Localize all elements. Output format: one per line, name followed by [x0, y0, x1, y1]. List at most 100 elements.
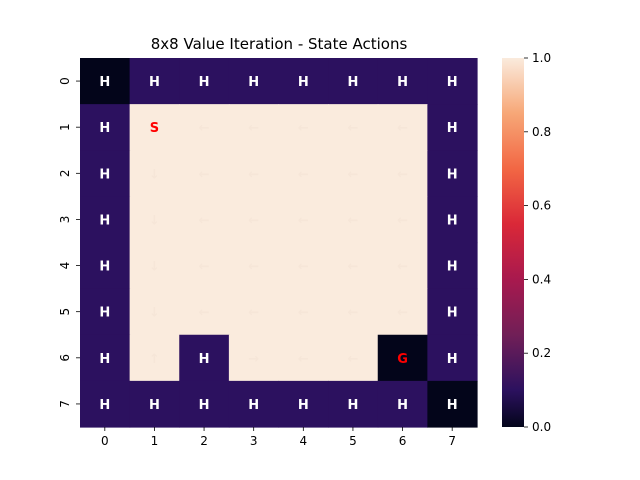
heatmap-cell — [328, 58, 379, 105]
y-tick-label: 4 — [58, 262, 72, 270]
cell-annotation: H — [298, 398, 309, 413]
cell-annotation: ← — [248, 213, 259, 228]
cell-annotation: H — [149, 75, 160, 90]
cell-annotation: H — [447, 213, 458, 228]
cell-annotation: H — [149, 398, 160, 413]
chart-title: 8x8 Value Iteration - State Actions — [151, 35, 408, 53]
heatmap-cell — [377, 58, 428, 105]
cell-annotation: ← — [347, 352, 358, 367]
heatmap-cell — [278, 104, 329, 151]
y-tick-label: 3 — [58, 216, 72, 224]
cell-annotation: ← — [248, 306, 259, 321]
heatmap-cell — [228, 58, 280, 105]
heatmap-cell — [80, 104, 131, 151]
heatmap-cell — [80, 334, 131, 382]
heatmap-cell — [228, 150, 280, 197]
cell-annotation: ← — [199, 260, 210, 275]
colorbar-tick-label: 0.6 — [532, 199, 551, 213]
heatmap-cell — [129, 242, 180, 290]
heatmap-cell — [129, 288, 180, 336]
heatmap-cell — [129, 380, 180, 428]
cell-annotation: S — [150, 121, 159, 136]
cell-annotation: H — [447, 260, 458, 275]
heatmap-cell — [179, 104, 230, 151]
heatmap-cell — [377, 150, 428, 197]
y-axis: 0 1 2 3 4 5 6 7 — [58, 77, 80, 408]
cell-annotation: ← — [347, 167, 358, 182]
x-tick-label: 5 — [349, 434, 357, 448]
cell-annotation: ↓ — [149, 213, 160, 228]
cell-annotation: ↓ — [149, 167, 160, 182]
cell-annotation: ↓ — [149, 306, 160, 321]
heatmap-cell — [278, 150, 329, 197]
x-tick-label: 1 — [151, 434, 159, 448]
cell-annotation: H — [199, 75, 210, 90]
cell-annotation: ← — [298, 352, 309, 367]
heatmap-cell — [427, 196, 478, 244]
heatmap-cell — [129, 150, 180, 197]
cell-annotation: ↓ — [149, 260, 160, 275]
colorbar-tick-label: 0.0 — [532, 420, 551, 434]
heatmap-cell — [328, 242, 379, 290]
x-tick-label: 2 — [200, 434, 208, 448]
heatmap-cell — [427, 334, 478, 382]
cell-annotation: H — [447, 167, 458, 182]
heatmap-cell — [427, 380, 478, 428]
cell-annotation: ← — [298, 213, 309, 228]
heatmap-cell — [179, 288, 230, 336]
cell-annotation: ← — [347, 121, 358, 136]
cell-annotation: → — [248, 352, 259, 367]
colorbar-tick-label: 1.0 — [532, 51, 551, 65]
cell-annotation: ← — [397, 306, 408, 321]
cell-annotation: ← — [397, 121, 408, 136]
cell-annotation: ↑ — [149, 352, 160, 367]
x-tick-label: 3 — [250, 434, 258, 448]
heatmap-cell — [228, 380, 280, 428]
heatmap-cell — [80, 150, 131, 197]
heatmap-cell — [278, 288, 329, 336]
cell-annotation: H — [347, 398, 358, 413]
y-tick-label: 7 — [58, 400, 72, 408]
cell-annotation: H — [99, 121, 110, 136]
heatmap-cell — [228, 196, 280, 244]
heatmap-cell — [80, 242, 131, 290]
y-tick-label: 6 — [58, 354, 72, 362]
heatmap-cell — [179, 242, 230, 290]
y-tick-label: 5 — [58, 308, 72, 316]
colorbar-tick-label: 0.8 — [532, 125, 551, 139]
cell-annotation: H — [447, 306, 458, 321]
x-tick-label: 0 — [101, 434, 109, 448]
cell-annotation: ← — [347, 306, 358, 321]
cell-annotation: H — [248, 75, 259, 90]
heatmap-cell — [179, 380, 230, 428]
cell-annotation: H — [447, 75, 458, 90]
cell-annotation: ← — [248, 121, 259, 136]
heatmap-cell — [377, 104, 428, 151]
cell-annotation: H — [99, 306, 110, 321]
cell-annotation: ← — [397, 213, 408, 228]
heatmap-cell — [228, 104, 280, 151]
colorbar-tick-label: 0.2 — [532, 346, 551, 360]
cell-annotation: H — [99, 352, 110, 367]
heatmap-cell — [328, 150, 379, 197]
cell-annotation: H — [248, 398, 259, 413]
heatmap-cell — [228, 334, 280, 382]
heatmap-cell — [328, 380, 379, 428]
heatmap-cell — [129, 104, 180, 151]
heatmap-cells: H H H H H H H H H S ← ← ← ← ← H H ↓ ← ← ← ← ← H H ↓ ← ← ← ← ← H H ↓ ← ← ← ← ← H… — [80, 58, 478, 428]
cell-annotation: ← — [199, 213, 210, 228]
cell-annotation: H — [99, 75, 110, 90]
heatmap-cell — [427, 150, 478, 197]
heatmap-cell — [377, 242, 428, 290]
heatmap-cell — [129, 196, 180, 244]
heatmap-cell — [278, 380, 329, 428]
heatmap-cell — [228, 288, 280, 336]
y-tick-label: 2 — [58, 169, 72, 177]
heatmap-cell — [377, 380, 428, 428]
heatmap-cell — [129, 58, 180, 105]
heatmap-cell — [228, 242, 280, 290]
cell-annotation: ← — [199, 121, 210, 136]
cell-annotation: ← — [298, 306, 309, 321]
cell-annotation: ← — [199, 306, 210, 321]
